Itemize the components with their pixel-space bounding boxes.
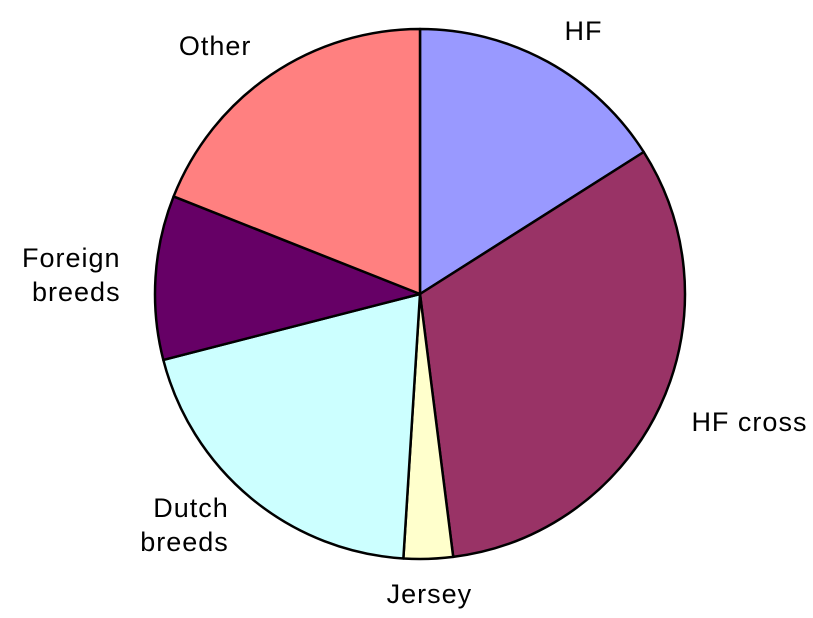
slice-label: HF (564, 16, 603, 47)
pie-slice (418, 150, 687, 559)
slice-label: Jersey (386, 578, 473, 609)
slice-label: Other (178, 30, 252, 61)
slice-label: Foreign breeds (22, 243, 121, 308)
pie-slice (172, 27, 422, 296)
pie-slice (162, 292, 422, 560)
pie-slice (153, 195, 422, 362)
slice-label: HF cross (691, 406, 808, 437)
slice-label: Dutch breeds (140, 493, 229, 558)
pie-slice (418, 27, 645, 296)
